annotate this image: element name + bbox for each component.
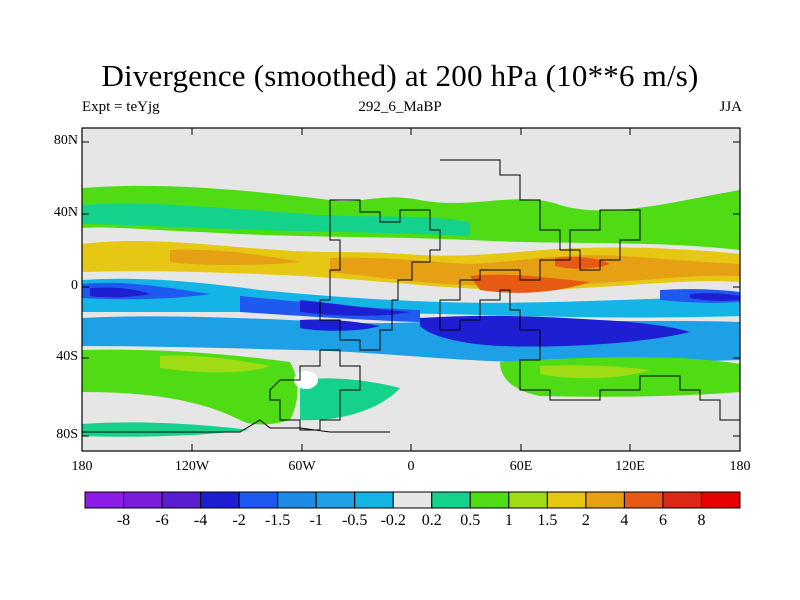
colorbar-swatch [431,491,471,509]
lon-tick-label: 0 [407,459,415,474]
lon-tick-label: 180 [729,459,751,474]
lon-tick-label: 60W [288,459,316,474]
contour-eq-blue [82,282,740,322]
colorbar-tick-label: -0.5 [342,512,368,529]
colorbar-swatch [623,491,664,509]
contour-field [82,128,740,451]
colorbar-tick-label: -4 [193,512,208,529]
colorbar-swatch [200,491,240,509]
lon-ticks [81,128,741,451]
colorbar-swatch [123,491,163,509]
colorbar [84,491,741,509]
colorbar-swatch [662,491,702,509]
contour-smid-yellow [160,355,650,379]
colorbar-tick-label: -1.5 [264,512,291,529]
lat-tick-label: 80S [56,427,78,442]
lat-tick-label: 40N [53,205,78,220]
colorbar-tick-label: 2 [581,512,590,529]
colorbar-swatch [277,491,317,509]
season-label: JJA [719,99,742,115]
colorbar-tick-label: -1 [309,512,323,529]
colorbar-swatch [700,491,741,509]
colorbar-tick-label: 1 [504,512,513,529]
colorbar-swatch [508,491,548,509]
lat-tick-label: 0 [71,278,78,293]
lat-tick-label: 40S [56,349,78,364]
colorbar-swatch [161,491,202,509]
colorbar-tick-label: 1.5 [537,512,558,529]
contour-gap-north [470,160,560,193]
colorbar-tick-label: 4 [620,512,629,529]
plot-title: Divergence (smoothed) at 200 hPa (10**6 … [101,58,699,93]
colorbar-swatch [392,491,433,509]
colorbar-swatch [469,491,510,509]
colorbar-swatch [84,491,125,509]
lat-tick-label: 80N [53,133,78,148]
colorbar-swatch [238,491,279,509]
colorbar-tick-label: -2 [232,512,246,529]
contour-ntrop-red [470,256,610,293]
contour-ntrop-orange [170,249,740,287]
colorbar-swatch [585,491,625,509]
contour-north-teal [82,203,470,236]
colorbar-tick-label: 8 [697,512,706,529]
lon-tick-label: 120E [615,459,645,474]
colorbar-tick-label: 0.2 [421,512,442,529]
colorbar-tick-label: -0.2 [380,512,406,529]
experiment-label: Expt = teYjg [82,99,160,115]
colorbar-tick-label: 6 [658,512,667,529]
contour-southpole-teal [82,378,400,437]
lat-ticks [82,141,740,437]
colorbar-swatch [315,491,356,509]
colorbar-swatch [546,491,587,509]
colorbar-swatch [354,491,394,509]
colorbar-tick-label: -6 [155,512,169,529]
continent-outline [82,159,740,433]
period-label: 292_6_MaBP [358,99,442,115]
lon-tick-label: 60E [509,459,533,474]
colorbar-tick-label: -8 [116,512,131,529]
contour-south-darkblue [300,315,690,347]
lon-tick-label: 180 [71,459,93,474]
colorbar-tick-label: 0.5 [460,512,481,529]
lon-tick-label: 120W [174,459,210,474]
